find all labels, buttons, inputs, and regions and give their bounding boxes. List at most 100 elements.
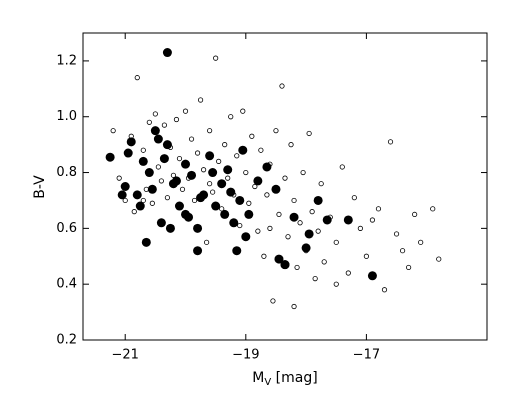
- filled-point: [187, 170, 197, 180]
- open-point: [237, 222, 243, 229]
- open-point: [228, 114, 234, 120]
- open-point: [351, 195, 357, 201]
- open-point: [170, 172, 177, 178]
- y-tick-label: 0.4: [56, 277, 77, 292]
- filled-point: [117, 190, 127, 200]
- open-point: [222, 142, 228, 148]
- open-point: [291, 303, 297, 310]
- x-tick-label: −21: [111, 348, 138, 363]
- open-point: [164, 195, 171, 201]
- filled-point: [162, 140, 172, 150]
- open-point: [276, 211, 282, 218]
- filled-point: [223, 165, 233, 175]
- filled-point: [274, 254, 284, 264]
- filled-point: [205, 151, 215, 161]
- filled-point: [156, 218, 166, 228]
- y-tick-label: 0.6: [56, 221, 77, 236]
- open-point: [152, 111, 158, 117]
- x-tick-label: −17: [353, 348, 380, 363]
- open-point: [306, 130, 312, 137]
- open-point: [436, 256, 442, 262]
- open-point: [182, 108, 189, 114]
- open-point: [333, 281, 339, 287]
- open-point: [134, 75, 140, 81]
- filled-point: [262, 162, 272, 172]
- open-point: [288, 142, 294, 148]
- x-axis-label: MV [mag]: [252, 370, 317, 388]
- filled-point: [105, 152, 115, 162]
- filled-point: [313, 195, 323, 205]
- y-tick-label: 1.0: [56, 109, 77, 124]
- open-point: [176, 155, 183, 162]
- open-point: [146, 119, 152, 125]
- open-point: [363, 253, 370, 259]
- filled-point: [220, 209, 230, 219]
- open-point: [406, 264, 412, 271]
- filled-point: [211, 201, 221, 211]
- open-point: [258, 147, 264, 153]
- open-point: [309, 209, 315, 215]
- x-tick-label: −19: [232, 348, 259, 363]
- filled-point: [226, 187, 236, 197]
- open-point: [110, 128, 116, 134]
- plot-frame: [82, 32, 488, 341]
- open-point: [140, 197, 146, 204]
- filled-point: [135, 201, 145, 211]
- open-point: [399, 248, 406, 254]
- open-point: [249, 133, 255, 139]
- filled-point: [301, 243, 311, 253]
- filled-point: [150, 126, 160, 136]
- open-point: [188, 136, 195, 142]
- filled-point: [126, 137, 136, 147]
- filled-point: [229, 218, 239, 228]
- open-point: [207, 128, 213, 134]
- filled-point: [367, 271, 377, 281]
- filled-point: [289, 212, 299, 222]
- open-point: [393, 231, 400, 237]
- filled-point: [171, 176, 181, 186]
- open-point: [219, 206, 225, 212]
- filled-point: [120, 182, 130, 191]
- open-point: [116, 175, 122, 181]
- filled-point: [280, 260, 290, 270]
- open-point: [418, 239, 424, 245]
- open-point: [357, 225, 363, 231]
- open-point: [312, 275, 318, 282]
- open-point: [264, 192, 270, 198]
- open-point: [267, 225, 273, 231]
- open-point: [216, 158, 222, 164]
- filled-point: [193, 223, 203, 233]
- x-label-main: M: [252, 370, 264, 386]
- open-point: [300, 169, 306, 176]
- open-point: [318, 181, 324, 187]
- filled-point: [244, 209, 254, 219]
- filled-point: [165, 223, 175, 233]
- open-point: [158, 178, 164, 184]
- filled-point: [253, 176, 263, 186]
- filled-point: [217, 179, 227, 189]
- filled-point: [208, 168, 218, 178]
- open-point: [200, 167, 207, 173]
- filled-point: [184, 212, 194, 222]
- filled-point: [322, 215, 332, 225]
- filled-point: [162, 48, 172, 58]
- open-point: [210, 189, 216, 195]
- open-point: [255, 228, 261, 234]
- filled-point: [123, 148, 133, 158]
- open-point: [246, 200, 252, 206]
- y-tick-label: 1.2: [56, 53, 77, 68]
- open-point: [207, 181, 213, 187]
- filled-point: [271, 184, 281, 194]
- open-point: [252, 183, 258, 190]
- filled-point: [235, 195, 245, 205]
- filled-point: [141, 237, 151, 247]
- open-point: [213, 55, 219, 61]
- filled-point: [147, 184, 157, 194]
- filled-point: [132, 190, 142, 200]
- open-point: [321, 259, 327, 265]
- open-point: [197, 97, 204, 103]
- open-point: [149, 200, 155, 206]
- open-point: [315, 228, 321, 234]
- y-tick-label: 0.2: [56, 333, 77, 348]
- open-point: [339, 164, 345, 170]
